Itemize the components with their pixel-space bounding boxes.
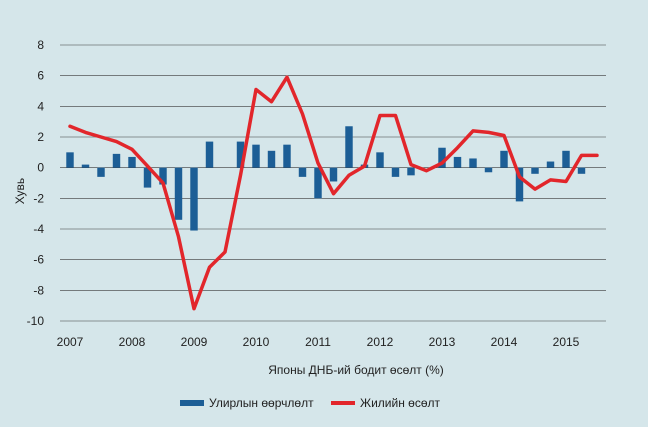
- bar: [112, 153, 121, 168]
- bar: [407, 167, 415, 176]
- y-tick-label: 6: [37, 69, 44, 83]
- bar: [531, 167, 539, 174]
- bar: [205, 141, 214, 168]
- bar: [298, 167, 307, 177]
- bar: [515, 167, 524, 202]
- bar: [159, 167, 167, 185]
- y-tick-label: 2: [37, 130, 44, 144]
- bar: [345, 126, 353, 168]
- x-tick-label: 2010: [243, 335, 270, 349]
- bar: [66, 152, 74, 168]
- legend-bar-label: Улирлын өөрчлөлт: [209, 396, 314, 410]
- bar: [562, 150, 570, 168]
- line-series: [68, 75, 599, 311]
- bar: [376, 152, 384, 168]
- grid-lines: [60, 44, 606, 322]
- bar: [190, 167, 198, 231]
- x-tick-label: 2015: [553, 335, 580, 349]
- bar: [391, 167, 400, 177]
- bar-series: [66, 126, 586, 231]
- y-tick-label: -6: [33, 253, 44, 267]
- y-tick-label: 8: [37, 38, 44, 52]
- bar: [236, 141, 245, 168]
- x-tick-label: 2014: [491, 335, 518, 349]
- bar: [546, 161, 555, 168]
- y-tick-label: 4: [37, 99, 44, 113]
- x-tick-label: 2012: [367, 335, 394, 349]
- y-tick-label: -4: [33, 222, 44, 236]
- x-tick-label: 2009: [181, 335, 208, 349]
- y-tick-label: -8: [33, 283, 44, 297]
- x-tick-label: 2011: [305, 335, 331, 349]
- bar: [469, 158, 477, 168]
- legend-line-label: Жилийн өсөлт: [360, 396, 441, 410]
- bar: [81, 164, 90, 168]
- bar: [484, 167, 493, 173]
- bar: [283, 144, 291, 168]
- bar: [128, 156, 136, 168]
- y-tick-label: 0: [37, 161, 44, 175]
- legend-bar-swatch: [180, 400, 204, 406]
- x-axis-label: Японы ДНБ-ий бодит өсөлт (%): [268, 363, 444, 377]
- bar: [267, 150, 276, 168]
- y-axis-label: Хувь: [13, 178, 27, 204]
- bar: [174, 167, 183, 220]
- bar: [577, 167, 586, 174]
- y-tick-label: -10: [27, 314, 45, 328]
- x-tick-label: 2013: [429, 335, 456, 349]
- bar: [500, 150, 508, 168]
- x-tick-label: 2007: [57, 335, 84, 349]
- bar: [329, 167, 338, 182]
- bar: [438, 147, 446, 168]
- y-tick-labels: 8 6 4 2 0 -2 -4 -6 -8 -10: [27, 38, 45, 328]
- bar: [453, 156, 462, 168]
- bar: [143, 167, 152, 188]
- x-tick-label: 2008: [119, 335, 146, 349]
- y-tick-label: -2: [33, 191, 44, 205]
- annual-growth-line: [68, 75, 599, 311]
- bar: [314, 167, 322, 199]
- bar: [252, 144, 260, 168]
- legend: Улирлын өөрчлөлт Жилийн өсөлт: [180, 396, 441, 410]
- x-tick-labels: 2007 2008 2009 2010 2011 2012 2013 2014 2015: [57, 335, 580, 349]
- bar: [97, 167, 105, 177]
